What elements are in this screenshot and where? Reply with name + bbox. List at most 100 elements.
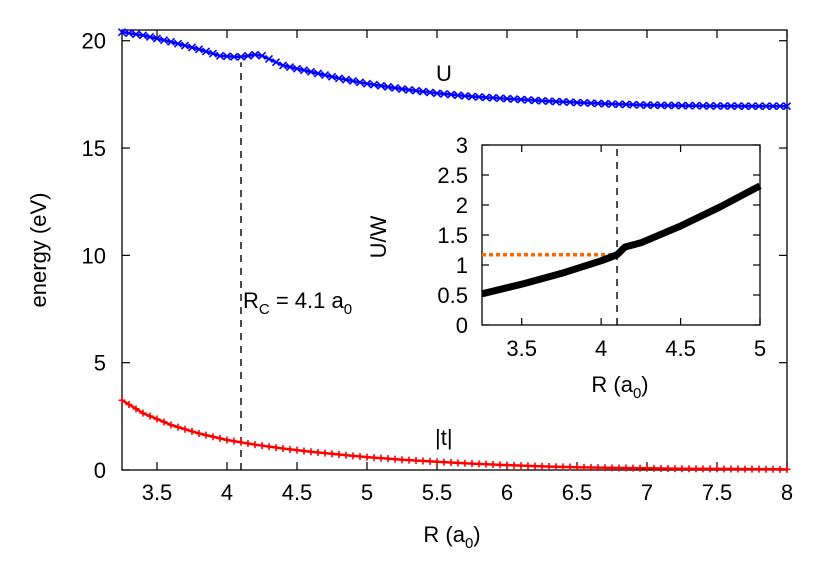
series-point bbox=[314, 448, 322, 456]
series-point bbox=[398, 456, 406, 464]
series-point bbox=[516, 95, 526, 104]
series-point bbox=[656, 101, 666, 110]
series-point bbox=[145, 32, 155, 42]
series-point bbox=[727, 465, 735, 473]
u-series bbox=[117, 28, 792, 111]
main-x-tick-label: 6 bbox=[501, 480, 513, 505]
series-point bbox=[481, 93, 491, 102]
series-point bbox=[307, 448, 315, 456]
series-point bbox=[748, 465, 756, 473]
main-x-tick-label: 8 bbox=[781, 480, 793, 505]
series-point bbox=[538, 462, 546, 470]
main-x-axis-title: R (a0) bbox=[423, 522, 480, 552]
series-point bbox=[237, 438, 245, 446]
series-point bbox=[146, 412, 154, 420]
series-point bbox=[510, 461, 518, 469]
series-point bbox=[608, 464, 616, 472]
series-point bbox=[321, 449, 329, 457]
series-point bbox=[629, 464, 637, 472]
series-point bbox=[335, 451, 343, 459]
series-point bbox=[349, 452, 357, 460]
series-point bbox=[278, 61, 288, 70]
series-point bbox=[167, 421, 175, 429]
series-point bbox=[124, 29, 134, 38]
series-point bbox=[740, 102, 750, 111]
series-point bbox=[132, 405, 140, 413]
series-point bbox=[754, 102, 764, 111]
series-point bbox=[279, 445, 287, 453]
series-point bbox=[636, 464, 644, 472]
series-point bbox=[699, 465, 707, 473]
series-point bbox=[432, 89, 442, 98]
series-point bbox=[152, 34, 162, 43]
inset-y-tick-label: 0.5 bbox=[437, 283, 468, 308]
series-point bbox=[642, 101, 652, 110]
series-point bbox=[251, 441, 259, 449]
series-point bbox=[551, 97, 561, 106]
inset-y-tick-label: 1.5 bbox=[437, 223, 468, 248]
series-point bbox=[706, 465, 714, 473]
series-point bbox=[663, 101, 673, 110]
series-point bbox=[139, 409, 147, 417]
series-point bbox=[173, 39, 183, 48]
inset-y-tick-label: 3 bbox=[456, 133, 468, 158]
series-point bbox=[328, 450, 336, 458]
inset-y-tick-label: 2 bbox=[456, 193, 468, 218]
series-point bbox=[118, 396, 126, 404]
series-point bbox=[188, 427, 196, 435]
series-point bbox=[250, 50, 260, 59]
series-point bbox=[215, 51, 225, 60]
series-point bbox=[355, 78, 365, 87]
series-point bbox=[342, 451, 350, 459]
series-point bbox=[671, 465, 679, 473]
series-point bbox=[391, 455, 399, 463]
series-point bbox=[306, 67, 316, 76]
series-point bbox=[531, 462, 539, 470]
series-point bbox=[187, 43, 197, 52]
series-point bbox=[712, 101, 722, 111]
series-point bbox=[580, 463, 588, 471]
series-point bbox=[475, 460, 483, 468]
series-point bbox=[614, 100, 624, 109]
series-point bbox=[776, 465, 784, 473]
series-point bbox=[209, 433, 217, 441]
series-point bbox=[594, 464, 602, 472]
main-y-tick-label: 20 bbox=[82, 29, 106, 54]
series-point bbox=[412, 457, 420, 465]
series-point bbox=[265, 443, 273, 451]
series-point bbox=[741, 465, 749, 473]
series-point bbox=[384, 455, 392, 463]
series-point bbox=[405, 456, 413, 464]
series-point bbox=[236, 52, 246, 61]
series-point bbox=[153, 415, 161, 423]
series-point bbox=[327, 72, 337, 81]
main-x-tick-label: 7 bbox=[641, 480, 653, 505]
series-point bbox=[495, 94, 505, 103]
series-point bbox=[222, 52, 232, 61]
series-point bbox=[545, 463, 553, 471]
series-point bbox=[181, 425, 189, 433]
series-point bbox=[370, 454, 378, 462]
series-point bbox=[705, 101, 715, 110]
main-x-tick-label: 6.5 bbox=[562, 480, 593, 505]
series-point bbox=[426, 457, 434, 465]
series-point bbox=[474, 92, 484, 102]
series-point bbox=[635, 100, 645, 109]
series-point bbox=[411, 86, 421, 95]
series-point bbox=[131, 30, 141, 39]
series-point bbox=[348, 76, 358, 86]
series-point bbox=[454, 459, 462, 467]
series-point bbox=[530, 96, 540, 105]
inset-x-tick-label: 5 bbox=[754, 336, 766, 361]
main-x-tick-label: 7.5 bbox=[702, 480, 733, 505]
series-point bbox=[768, 102, 778, 111]
series-point bbox=[573, 463, 581, 471]
series-point bbox=[166, 37, 176, 46]
main-y-tick-label: 0 bbox=[94, 458, 106, 483]
series-point bbox=[517, 462, 525, 470]
series-point bbox=[720, 465, 728, 473]
series-point bbox=[489, 460, 497, 468]
series-point bbox=[125, 401, 133, 409]
